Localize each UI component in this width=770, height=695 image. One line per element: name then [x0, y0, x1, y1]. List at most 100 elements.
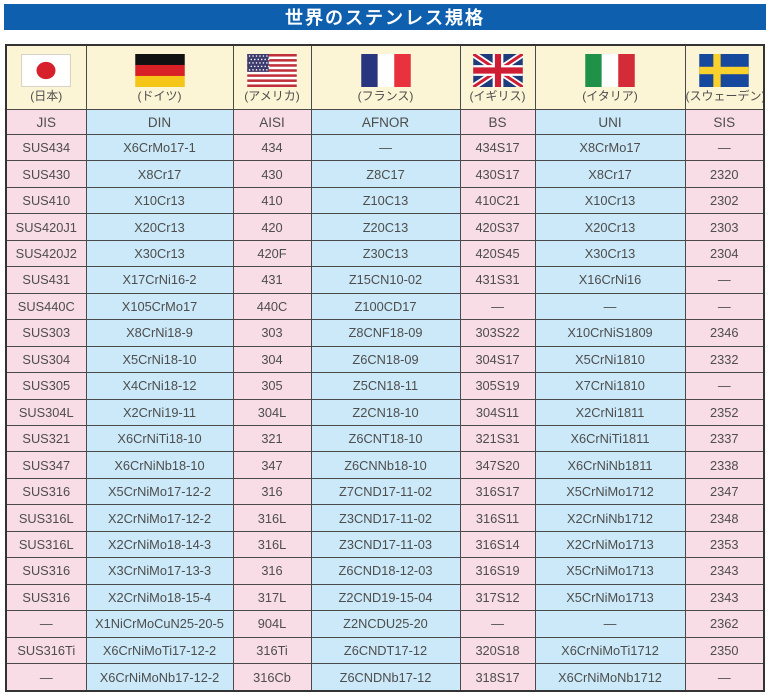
flag-cell-uk: (イギリス) [459, 44, 536, 110]
table-row: SUS316 X3CrNiMo17-13-3 316 Z6CND18-12-03 316… [5, 557, 765, 585]
table-cell: 2347 [684, 477, 765, 506]
table-cell: SUS321 [5, 424, 87, 453]
table-cell: X2CrNiMo1713 [534, 530, 686, 559]
country-label: (フランス) [357, 89, 414, 103]
table-cell: 317L [232, 583, 312, 612]
table-cell: 420S45 [459, 239, 536, 268]
table-cell: 2348 [684, 504, 765, 532]
table-cell: — [310, 133, 461, 162]
table-cell: SUS316L [5, 530, 87, 559]
table-cell: SUS304L [5, 398, 87, 426]
table-cell: — [459, 610, 536, 638]
table-cell: X10Cr13 [85, 186, 234, 215]
table-cell: Z2CN18-10 [310, 398, 461, 426]
standard-header-cell: UNI [534, 109, 686, 135]
table-cell: — [684, 663, 765, 692]
country-label: (日本) [30, 89, 63, 103]
flag-cell-usa: (アメリカ) [232, 44, 312, 110]
table-row: SUS321 X6CrNiTi18-10 321 Z6CNT18-10 321S31 X6… [5, 424, 765, 453]
table-cell: SUS316 [5, 583, 87, 612]
table-cell: Z10C13 [310, 186, 461, 215]
table-cell: 440C [232, 292, 312, 321]
table-cell: 347 [232, 451, 312, 479]
table-cell: X6CrNiTi1811 [534, 424, 686, 453]
table-cell: 420S37 [459, 213, 536, 241]
table-cell: 316L [232, 504, 312, 532]
table-cell: 318S17 [459, 663, 536, 692]
table-cell: 2343 [684, 583, 765, 612]
table-cell: Z5CN18-11 [310, 372, 461, 400]
table-cell: — [459, 292, 536, 321]
flag-cell-japan: (日本) [5, 44, 87, 110]
table-cell: SUS316 [5, 477, 87, 506]
table-cell: SUS316Ti [5, 636, 87, 665]
table-cell: SUS420J2 [5, 239, 87, 268]
table-row: SUS304L X2CrNi19-11 304L Z2CN18-10 304S11 X2C… [5, 398, 765, 426]
flag-france-icon [360, 54, 411, 87]
table-cell: X10CrNiS1809 [534, 319, 686, 347]
table-cell: Z2NCDU25-20 [310, 610, 461, 638]
table-row: SUS316 X2CrNiMo18-15-4 317L Z2CND19-15-04 31… [5, 583, 765, 612]
table-row: SUS434 X6CrMo17-1 434—434S17 X8CrMo17— [5, 133, 765, 162]
flag-uk-icon [472, 54, 523, 87]
table-cell: SUS410 [5, 186, 87, 215]
table-cell: Z20C13 [310, 213, 461, 241]
table-cell: X20Cr13 [85, 213, 234, 241]
table-cell: 2346 [684, 319, 765, 347]
table-cell: X5CrNi1810 [534, 345, 686, 374]
table-cell: 434S17 [459, 133, 536, 162]
table-row: SUS420J1 X20Cr13 420 Z20C13 420S37 X20Cr13 230… [5, 213, 765, 241]
table-cell: 316S14 [459, 530, 536, 559]
table-cell: 431S31 [459, 266, 536, 294]
table-body: SUS434 X6CrMo17-1 434—434S17 X8CrMo17— SUS43… [5, 133, 765, 692]
flag-sweden-icon [699, 54, 749, 87]
table-row: SUS316Ti X6CrNiMoTi17-12-2 316Ti Z6CNDT17-1… [5, 636, 765, 665]
standard-header-cell: SIS [684, 109, 765, 135]
table-cell: X2CrNiMo17-12-2 [85, 504, 234, 532]
table-cell: 320S18 [459, 636, 536, 665]
table-cell: Z6CNNb18-10 [310, 451, 461, 479]
table-wrap: (日本) (ドイツ) (アメリカ) (フランス) (イギリス) (イタリア) (スウェーデン… [5, 44, 765, 692]
table-cell: 410 [232, 186, 312, 215]
table-row: SUS305 X4CrNi18-12 305 Z5CN18-11 305S19 X7CrN… [5, 372, 765, 400]
table-cell: 304S11 [459, 398, 536, 426]
table-cell: X3CrNiMo17-13-3 [85, 557, 234, 585]
table-cell: 2362 [684, 610, 765, 638]
flag-cell-germany: (ドイツ) [85, 44, 234, 110]
table-cell: Z8C17 [310, 160, 461, 188]
table-cell: 316 [232, 557, 312, 585]
table-row: SUS347 X6CrNiNb18-10 347 Z6CNNb18-10 347S20 X… [5, 451, 765, 479]
table-cell: Z8CNF18-09 [310, 319, 461, 347]
stainless-standards-table: (日本) (ドイツ) (アメリカ) (フランス) (イギリス) (イタリア) (スウェーデン… [5, 44, 765, 692]
table-cell: SUS304 [5, 345, 87, 374]
table-cell: X5CrNiMo1712 [534, 477, 686, 506]
table-cell: 316Ti [232, 636, 312, 665]
table-cell: 410C21 [459, 186, 536, 215]
table-cell: X6CrNiNb1811 [534, 451, 686, 479]
table-cell: 303 [232, 319, 312, 347]
table-cell: X2CrNiMo18-14-3 [85, 530, 234, 559]
table-cell: — [684, 266, 765, 294]
table-row: SUS316L X2CrNiMo18-14-3 316L Z3CND17-11-03 3… [5, 530, 765, 559]
table-cell: X5CrNiMo1713 [534, 583, 686, 612]
table-cell: SUS316L [5, 504, 87, 532]
table-cell: X6CrMo17-1 [85, 133, 234, 162]
table-cell: X105CrMo17 [85, 292, 234, 321]
table-cell: SUS347 [5, 451, 87, 479]
table-cell: 316Cb [232, 663, 312, 692]
table-cell: 430S17 [459, 160, 536, 188]
table-row: SUS431 X17CrNi16-2 431 Z15CN10-02 431S31 X16C… [5, 266, 765, 294]
table-cell: 904L [232, 610, 312, 638]
table-row: — X1NiCrMoCuN25-20-5 904L Z2NCDU25-20— —2362 [5, 610, 765, 638]
table-cell: 2353 [684, 530, 765, 559]
table-cell: X5CrNiMo17-12-2 [85, 477, 234, 506]
table-cell: X16CrNi16 [534, 266, 686, 294]
table-cell: 304S17 [459, 345, 536, 374]
country-label: (ドイツ) [137, 89, 182, 103]
table-cell: 305S19 [459, 372, 536, 400]
table-cell: 2304 [684, 239, 765, 268]
table-cell: 2302 [684, 186, 765, 215]
table-cell: X2CrNi19-11 [85, 398, 234, 426]
table-cell: — [5, 610, 87, 638]
table-cell: 2320 [684, 160, 765, 188]
